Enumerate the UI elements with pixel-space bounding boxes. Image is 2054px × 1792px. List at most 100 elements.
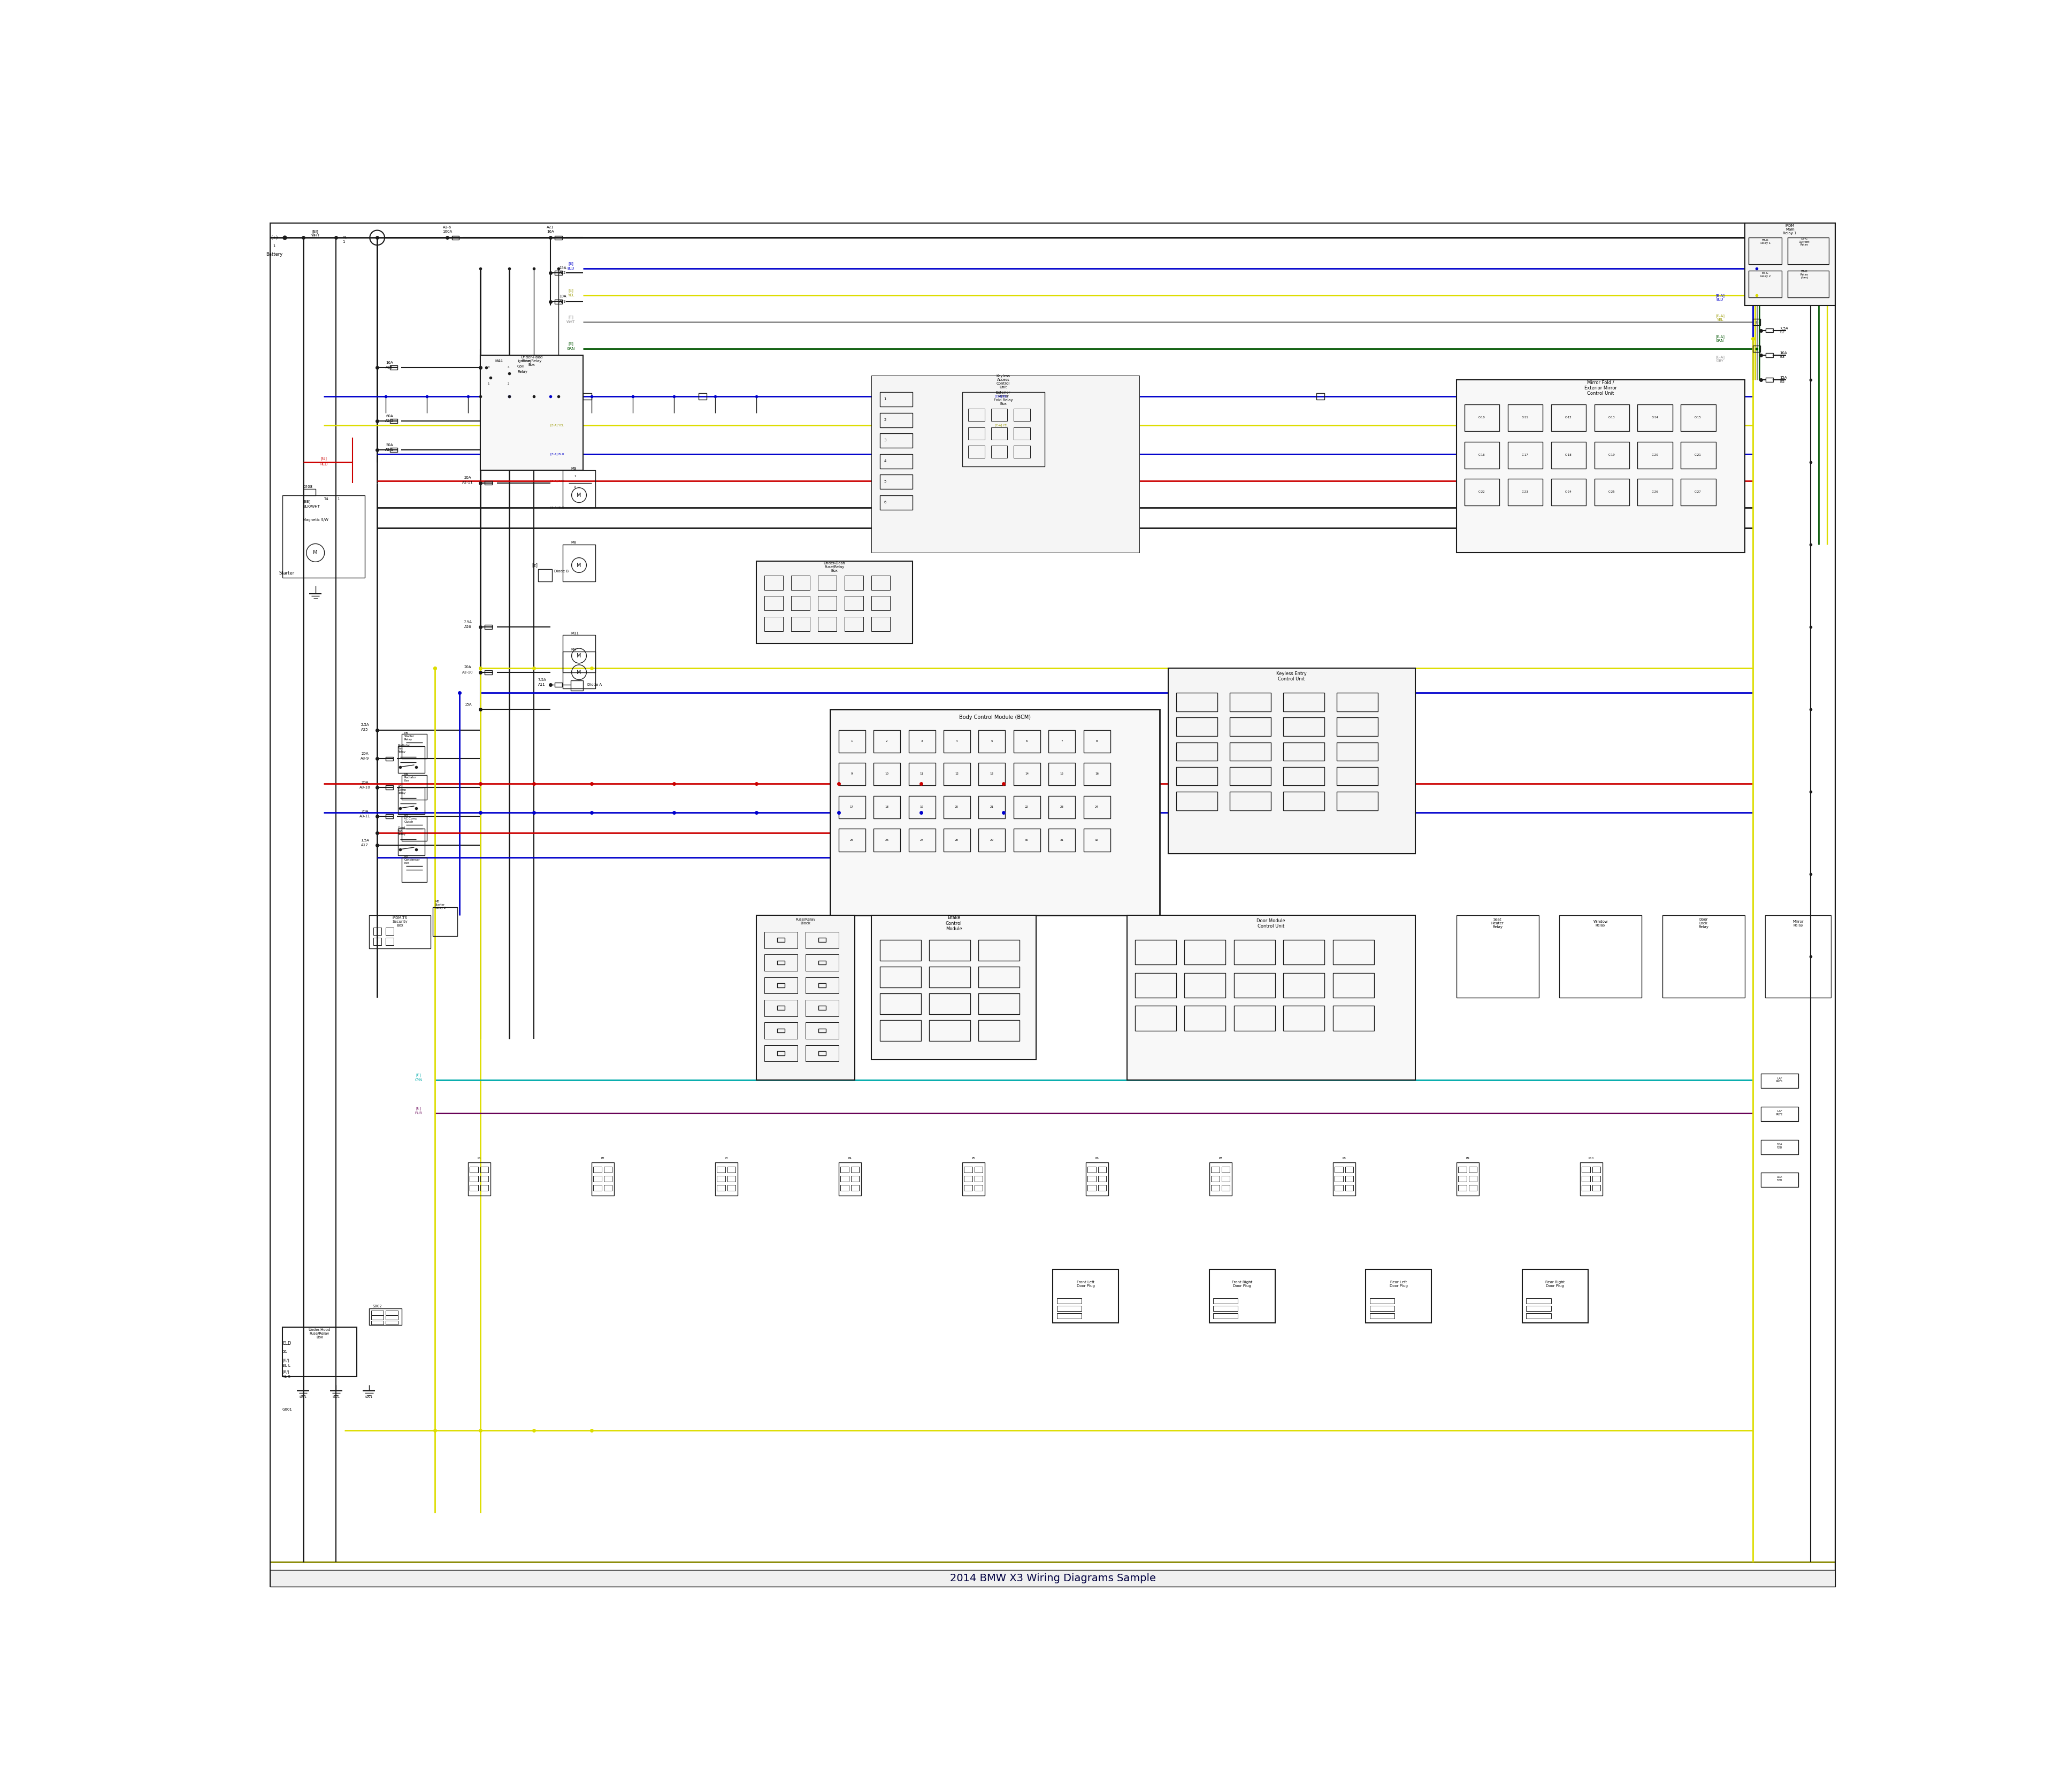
Text: S001: S001 — [366, 1396, 372, 1398]
Bar — [470, 1176, 479, 1181]
Bar — [1508, 405, 1543, 432]
Bar — [1366, 1269, 1432, 1322]
Bar — [908, 828, 935, 851]
Bar — [1345, 1185, 1354, 1192]
Bar — [967, 409, 984, 421]
Text: A17: A17 — [362, 844, 368, 848]
Bar — [776, 1029, 785, 1032]
Text: [E-A] RED: [E-A] RED — [550, 480, 565, 482]
Bar — [990, 426, 1006, 439]
Bar — [1337, 792, 1378, 810]
Bar — [481, 1167, 489, 1172]
Bar — [386, 785, 392, 790]
Bar — [1214, 1306, 1239, 1312]
Text: 11: 11 — [920, 772, 924, 776]
Text: Starter: Starter — [279, 572, 294, 575]
Bar — [1551, 441, 1586, 468]
Text: P10: P10 — [1588, 1158, 1594, 1159]
Bar — [961, 392, 1043, 466]
Text: IPDM-TS
Security
Box: IPDM-TS Security Box — [392, 916, 407, 926]
Bar — [604, 1185, 612, 1192]
Text: (+): (+) — [271, 235, 277, 240]
Bar — [817, 597, 836, 611]
Text: P2: P2 — [600, 1158, 604, 1159]
Bar — [871, 575, 889, 590]
Bar — [1370, 1299, 1395, 1303]
Text: Keyless Entry
Control Unit: Keyless Entry Control Unit — [1276, 672, 1306, 681]
Bar — [871, 597, 889, 611]
Bar — [1185, 973, 1226, 998]
Text: BT-G
Relay 1: BT-G Relay 1 — [1760, 238, 1771, 246]
Text: P6: P6 — [1095, 1158, 1099, 1159]
Bar — [978, 828, 1004, 851]
Bar — [1465, 478, 1499, 505]
Bar — [805, 977, 838, 993]
Text: M: M — [577, 670, 581, 676]
Text: GT-G
Current
Relay: GT-G Current Relay — [1799, 237, 1810, 246]
Bar — [1087, 1163, 1109, 1195]
Text: Under-Hood
Fuse/Relay
Box: Under-Hood Fuse/Relay Box — [308, 1328, 331, 1339]
Bar — [1508, 478, 1543, 505]
Text: 17: 17 — [850, 806, 854, 808]
Bar — [764, 1023, 797, 1039]
Bar — [1013, 796, 1039, 819]
Text: [E-A] BLU: [E-A] BLU — [550, 453, 565, 455]
Bar — [1456, 380, 1744, 552]
Bar — [879, 495, 912, 509]
Text: Exterior
Mirror
Fold Relay
Box: Exterior Mirror Fold Relay Box — [994, 391, 1013, 405]
Text: Brake
Control
Module: Brake Control Module — [945, 916, 961, 932]
Bar — [1680, 405, 1715, 432]
Text: C-21: C-21 — [1695, 453, 1701, 457]
Text: 3: 3 — [883, 439, 885, 443]
Text: Seat
Heater
Relay: Seat Heater Relay — [1491, 918, 1504, 928]
Bar — [1508, 441, 1543, 468]
Bar — [963, 1176, 972, 1181]
Bar — [563, 652, 596, 688]
Bar — [1234, 1005, 1276, 1030]
Text: 20A: 20A — [362, 810, 368, 814]
Bar — [1222, 1185, 1230, 1192]
Text: [E]: [E] — [569, 289, 573, 292]
Text: C-17: C-17 — [1522, 453, 1528, 457]
Bar — [879, 434, 912, 448]
Text: [E-A]
YEL: [E-A] YEL — [1715, 314, 1725, 323]
Bar — [1284, 792, 1325, 810]
Text: YL S: YL S — [283, 1376, 290, 1378]
Bar — [390, 419, 396, 423]
Bar — [1214, 1314, 1239, 1319]
Bar — [398, 787, 425, 814]
Bar — [1458, 1185, 1467, 1192]
Text: M8: M8 — [571, 541, 577, 545]
Text: 15: 15 — [1060, 772, 1064, 776]
Text: Front Left
Door Plug: Front Left Door Plug — [1076, 1281, 1095, 1287]
Bar — [555, 271, 563, 274]
Bar — [717, 1185, 725, 1192]
Text: M9: M9 — [571, 466, 577, 470]
Bar — [1177, 742, 1218, 762]
Text: M5
Starter
Relay: M5 Starter Relay — [405, 731, 415, 740]
Bar — [1680, 478, 1715, 505]
Bar — [283, 495, 366, 577]
Bar — [1013, 409, 1029, 421]
Text: 23: 23 — [1060, 806, 1064, 808]
Bar — [978, 993, 1019, 1014]
Bar — [1551, 478, 1586, 505]
Bar — [978, 763, 1004, 785]
Bar — [485, 480, 493, 486]
Bar — [594, 1176, 602, 1181]
Bar — [1212, 1176, 1220, 1181]
Text: G1: G1 — [283, 1349, 288, 1353]
Bar — [727, 1176, 735, 1181]
Bar — [698, 392, 707, 400]
Bar — [974, 1167, 982, 1172]
Bar — [943, 763, 969, 785]
Bar — [555, 235, 563, 240]
Text: P4: P4 — [848, 1158, 852, 1159]
Bar — [838, 828, 865, 851]
Bar — [879, 475, 912, 489]
Bar — [764, 955, 797, 971]
Text: 60A: 60A — [386, 414, 392, 418]
Text: P8: P8 — [1341, 1158, 1345, 1159]
Bar — [604, 1167, 612, 1172]
Bar — [764, 1000, 797, 1016]
